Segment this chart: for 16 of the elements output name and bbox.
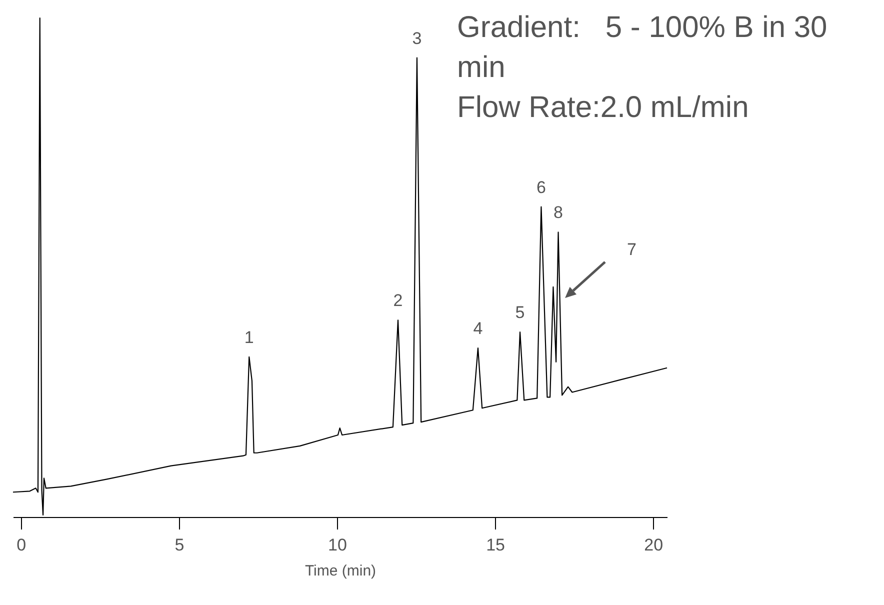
annotation: 5 xyxy=(515,303,525,322)
annotation: 7 xyxy=(627,240,636,260)
annotation: 6 xyxy=(536,178,546,197)
annotation: 3 xyxy=(412,28,422,48)
annotation: Gradient: 5 - 100% B in 30 min xyxy=(457,10,828,86)
x-axis-title: Time (min) xyxy=(304,562,376,580)
x-tick-label: 10 xyxy=(328,536,347,554)
annotation: 2 xyxy=(393,291,403,310)
annotation: 1 xyxy=(244,328,254,347)
annotation: Flow Rate:2.0 mL/min xyxy=(457,90,750,126)
annotation: 8 xyxy=(554,203,563,222)
x-tick-label: 5 xyxy=(174,536,184,554)
annotation: 4 xyxy=(473,319,483,338)
x-tick-label: 0 xyxy=(16,536,26,554)
x-tick-label: 15 xyxy=(486,536,506,554)
x-tick-label: 20 xyxy=(644,536,664,554)
